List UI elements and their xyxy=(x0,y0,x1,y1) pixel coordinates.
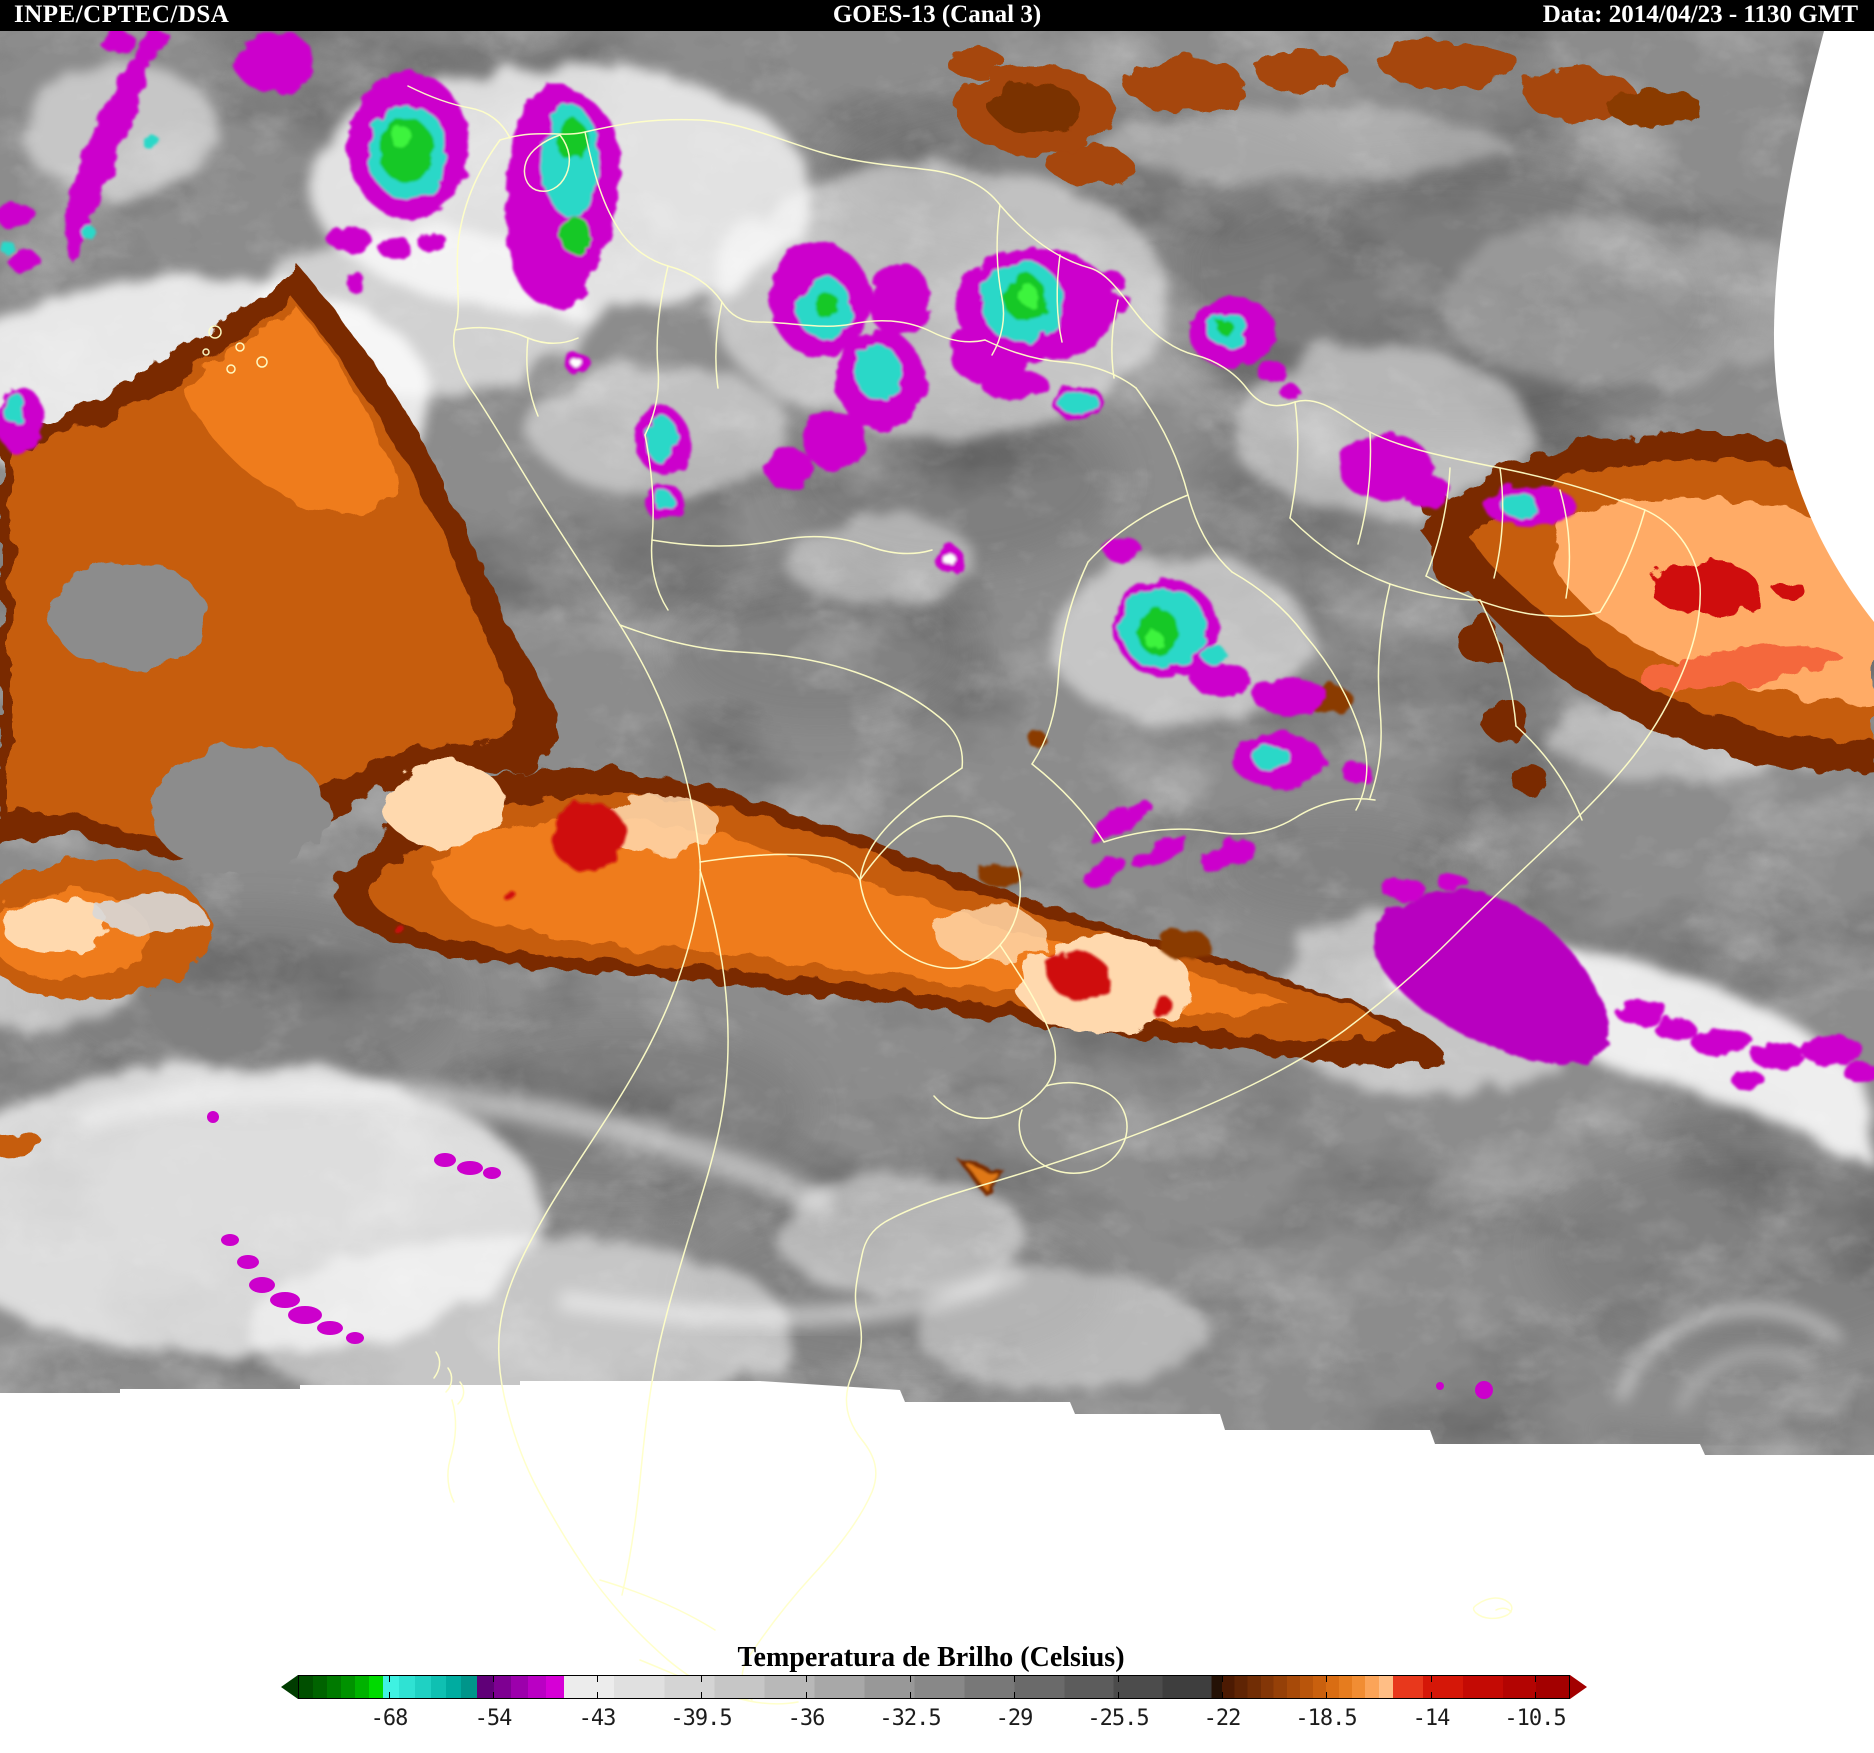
colorbar-tick xyxy=(910,1692,911,1699)
colorbar-tick xyxy=(910,1675,911,1682)
colorbar-label: -22 xyxy=(1203,1706,1242,1731)
colorbar-label: -10.5 xyxy=(1504,1706,1566,1731)
agency-label: INPE/CPTEC/DSA xyxy=(14,1,230,28)
dry-region-west xyxy=(0,262,559,1159)
colorbar-tick xyxy=(1535,1675,1536,1682)
colorbar-tick xyxy=(701,1675,702,1682)
colorbar-tick xyxy=(1118,1692,1119,1699)
colorbar-label: -18.5 xyxy=(1295,1706,1357,1731)
colorbar-tick xyxy=(389,1675,390,1682)
dry-air-regions xyxy=(0,41,1874,1196)
colorbar-tick xyxy=(1535,1692,1536,1699)
colorbar-tick xyxy=(1014,1692,1015,1699)
colorbar-tick xyxy=(1222,1692,1223,1699)
colorbar-tick xyxy=(1326,1675,1327,1682)
colorbar-label: -32.5 xyxy=(879,1706,941,1731)
colorbar-tick xyxy=(1326,1692,1327,1699)
colorbar-tick xyxy=(597,1675,598,1682)
storm-patch-south xyxy=(1370,873,1874,1089)
colorbar-tick xyxy=(1118,1675,1119,1682)
colorbar-label: -39.5 xyxy=(670,1706,732,1731)
colorbar-label: -29 xyxy=(995,1706,1034,1731)
colorbar-tick xyxy=(1014,1675,1015,1682)
colorbar-label: -68 xyxy=(370,1706,409,1731)
storm-dots-south xyxy=(207,1111,1493,1399)
dry-bits-misc xyxy=(957,684,1352,1196)
colorbar-tick xyxy=(701,1692,702,1699)
colorbar-gradient xyxy=(298,1675,1570,1699)
title-bar: INPE/CPTEC/DSA GOES-13 (Canal 3) Data: 2… xyxy=(0,0,1874,31)
colorbar-title: Temperatura de Brilho (Celsius) xyxy=(737,1642,1125,1673)
colorbar-tick xyxy=(806,1675,807,1682)
colorbar-left-arrow xyxy=(281,1675,298,1699)
colorbar-label: -36 xyxy=(787,1706,826,1731)
colorbar-tick xyxy=(806,1692,807,1699)
satellite-channel-label: GOES-13 (Canal 3) xyxy=(832,1,1042,28)
colorbar-tick xyxy=(1431,1692,1432,1699)
colorbar: Temperatura de Brilho (Celsius) -68 -54 … xyxy=(0,1642,1874,1753)
colorbar-right-arrow xyxy=(1570,1675,1587,1699)
red-hot-cores xyxy=(394,802,1175,1018)
datetime-label: Data: 2014/04/23 - 1130 GMT xyxy=(1542,1,1858,28)
colorbar-tick xyxy=(493,1675,494,1682)
scan-bottom-edge xyxy=(0,1381,1874,1753)
colorbar-label: -25.5 xyxy=(1087,1706,1149,1731)
colorbar-label: -14 xyxy=(1412,1706,1451,1731)
colorbar-tick xyxy=(389,1692,390,1699)
colorbar-tick xyxy=(1222,1675,1223,1682)
storm-clusters xyxy=(0,31,1874,1399)
cyclone-swirl xyxy=(1599,1303,1844,1443)
map-boundaries xyxy=(202,85,1701,1705)
dry-patches-top xyxy=(945,41,1703,185)
colorbar-tick xyxy=(597,1692,598,1699)
scan-limb-crescent xyxy=(1773,31,1874,622)
colorbar-label: -43 xyxy=(578,1706,617,1731)
colorbar-tick xyxy=(493,1692,494,1699)
colorbar-label: -54 xyxy=(474,1706,513,1731)
colorbar-tick xyxy=(1431,1675,1432,1682)
